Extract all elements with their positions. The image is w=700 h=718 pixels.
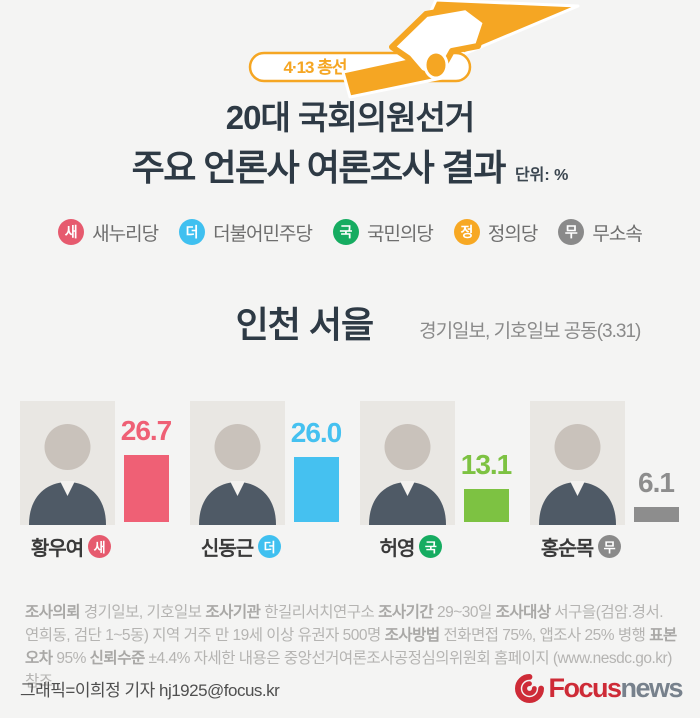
notes-keyword: 조사대상 <box>495 603 552 621</box>
candidate-photo-placeholder <box>530 400 625 525</box>
notes-keyword: 신뢰수준 <box>89 649 146 667</box>
candidate-name: 홍순목 <box>540 537 594 560</box>
bar-wrap: 13.1 <box>460 401 512 525</box>
poll-bar-chart: 26.7 황우여 새 26.0 신동근 더 <box>0 400 700 561</box>
candidate-photo <box>360 400 455 525</box>
party-badge-icon: 새 <box>88 534 112 558</box>
poll-source: 경기일보, 기호일보 공동(3.31) <box>419 320 641 342</box>
legend-label: 국민의당 <box>366 223 434 245</box>
legend-item: 정 정의당 <box>453 219 538 246</box>
legend-label: 무소속 <box>592 223 642 245</box>
candidate-photo <box>530 400 625 525</box>
notes-keyword: 조사의뢰 <box>25 603 81 621</box>
poll-bar <box>293 456 339 522</box>
bar-value-label: 26.7 <box>120 414 172 446</box>
candidate-name-row: 허영 국 <box>360 532 462 561</box>
notes-text: 한길리서치연구소 <box>260 603 379 621</box>
notes-keyword: 표본오차 <box>25 626 677 667</box>
party-symbol-icon: 새 <box>58 219 85 246</box>
legend-label: 새누리당 <box>92 223 159 245</box>
notes-text: 서구을(검암.경서. 연희동, 검단 1~5동) 지역 거주 만 19세 이상 … <box>25 603 664 644</box>
photo-bar-group: 6.1 <box>530 400 700 525</box>
bar-wrap: 6.1 <box>632 401 680 525</box>
unit-label: 단위: % <box>514 166 569 184</box>
party-legend: 새 새누리당 더 더불어민주당 국 국민의당 정 정의당 무 무소속 <box>0 219 700 246</box>
poll-bar <box>463 488 509 522</box>
legend-label: 더불어민주당 <box>213 223 313 245</box>
notes-text: ±4.4% 자세한 내용은 중앙선거여론조사공정심의위원회 홈페이지 (www.… <box>25 649 672 690</box>
candidate-name-row: 황우여 새 <box>20 532 122 561</box>
bar-value-label: 6.1 <box>638 466 675 498</box>
candidate-name: 허영 <box>379 537 416 560</box>
bar-wrap: 26.7 <box>120 401 172 525</box>
bar-wrap: 26.0 <box>290 401 342 525</box>
poll-bar <box>123 454 169 522</box>
bar-value-label: 13.1 <box>460 448 512 480</box>
logo-wordmark: Focusnews <box>548 673 683 704</box>
candidate-photo-placeholder <box>20 400 115 525</box>
candidate-column: 26.0 신동근 더 <box>190 400 360 561</box>
candidate-photo-placeholder <box>360 400 455 525</box>
title-line2: 주요 언론사 여론조사 결과 단위: % <box>0 145 700 192</box>
page-title: 20대 국회의원선거 주요 언론사 여론조사 결과 단위: % <box>0 97 700 192</box>
candidate-photo <box>190 400 285 525</box>
title-line1: 20대 국회의원선거 <box>225 99 475 136</box>
notes-text: 경기일보, 기호일보 <box>80 603 206 621</box>
notes-keyword: 조사방법 <box>384 626 441 644</box>
legend-item: 국 국민의당 <box>332 219 434 246</box>
candidate-name-row: 홍순목 무 <box>530 532 632 561</box>
survey-methodology-notes: 조사의뢰 경기일보, 기호일보 조사기관 한길리서치연구소 조사기간 29~30… <box>25 601 677 693</box>
candidate-column: 26.7 황우여 새 <box>20 400 190 561</box>
party-symbol-icon: 무 <box>558 219 585 246</box>
candidate-name-row: 신동근 더 <box>190 532 292 561</box>
party-symbol-icon: 더 <box>179 219 206 246</box>
bottom-bar: 그래픽=이희정 기자 hj1925@focus.kr Focusnews <box>0 673 700 704</box>
region-title: 인천 서을 <box>235 303 374 345</box>
notes-keyword: 조사기간 <box>378 603 434 621</box>
legend-item: 새 새누리당 <box>58 219 159 246</box>
candidate-column: 13.1 허영 국 <box>360 400 530 561</box>
notes-keyword: 조사기관 <box>205 603 261 621</box>
graphic-credit: 그래픽=이희정 기자 hj1925@focus.kr <box>20 681 280 700</box>
ballot-hand-icon: 4·13 총선 <box>248 0 580 99</box>
fingertip-shape <box>423 50 449 80</box>
candidate-name: 신동근 <box>200 537 254 560</box>
region-row: 인천 서을 경기일보, 기호일보 공동(3.31) <box>88 296 700 348</box>
legend-item: 더 더불어민주당 <box>179 219 313 246</box>
logo-suffix: news <box>620 673 683 703</box>
party-badge-icon: 국 <box>419 534 443 558</box>
focus-news-logo: Focusnews <box>515 673 683 704</box>
party-symbol-icon: 국 <box>332 219 359 246</box>
poll-bar <box>633 506 679 522</box>
candidate-column: 6.1 홍순목 무 <box>530 400 700 561</box>
party-symbol-icon: 정 <box>453 219 480 246</box>
badge-label: 4·13 총선 <box>283 58 346 77</box>
candidate-name: 황우여 <box>30 537 84 560</box>
legend-item: 무 무소속 <box>558 219 643 246</box>
focus-swirl-icon <box>515 674 545 703</box>
party-badge-icon: 무 <box>598 534 622 558</box>
candidate-photo <box>20 400 115 525</box>
notes-text: 95% <box>52 649 90 667</box>
notes-text: 29~30일 <box>433 603 496 621</box>
candidate-photo-placeholder <box>190 400 285 525</box>
photo-bar-group: 26.7 <box>20 400 190 525</box>
logo-brand: Focus <box>548 673 622 703</box>
party-badge-icon: 더 <box>258 534 282 558</box>
notes-text: 전화면접 75%, 앱조사 25% 병행 <box>439 626 650 644</box>
title-line2-text: 주요 언론사 여론조사 결과 <box>131 146 507 188</box>
photo-bar-group: 26.0 <box>190 400 360 525</box>
bar-value-label: 26.0 <box>290 416 342 448</box>
legend-label: 정의당 <box>487 223 538 245</box>
photo-bar-group: 13.1 <box>360 400 530 525</box>
